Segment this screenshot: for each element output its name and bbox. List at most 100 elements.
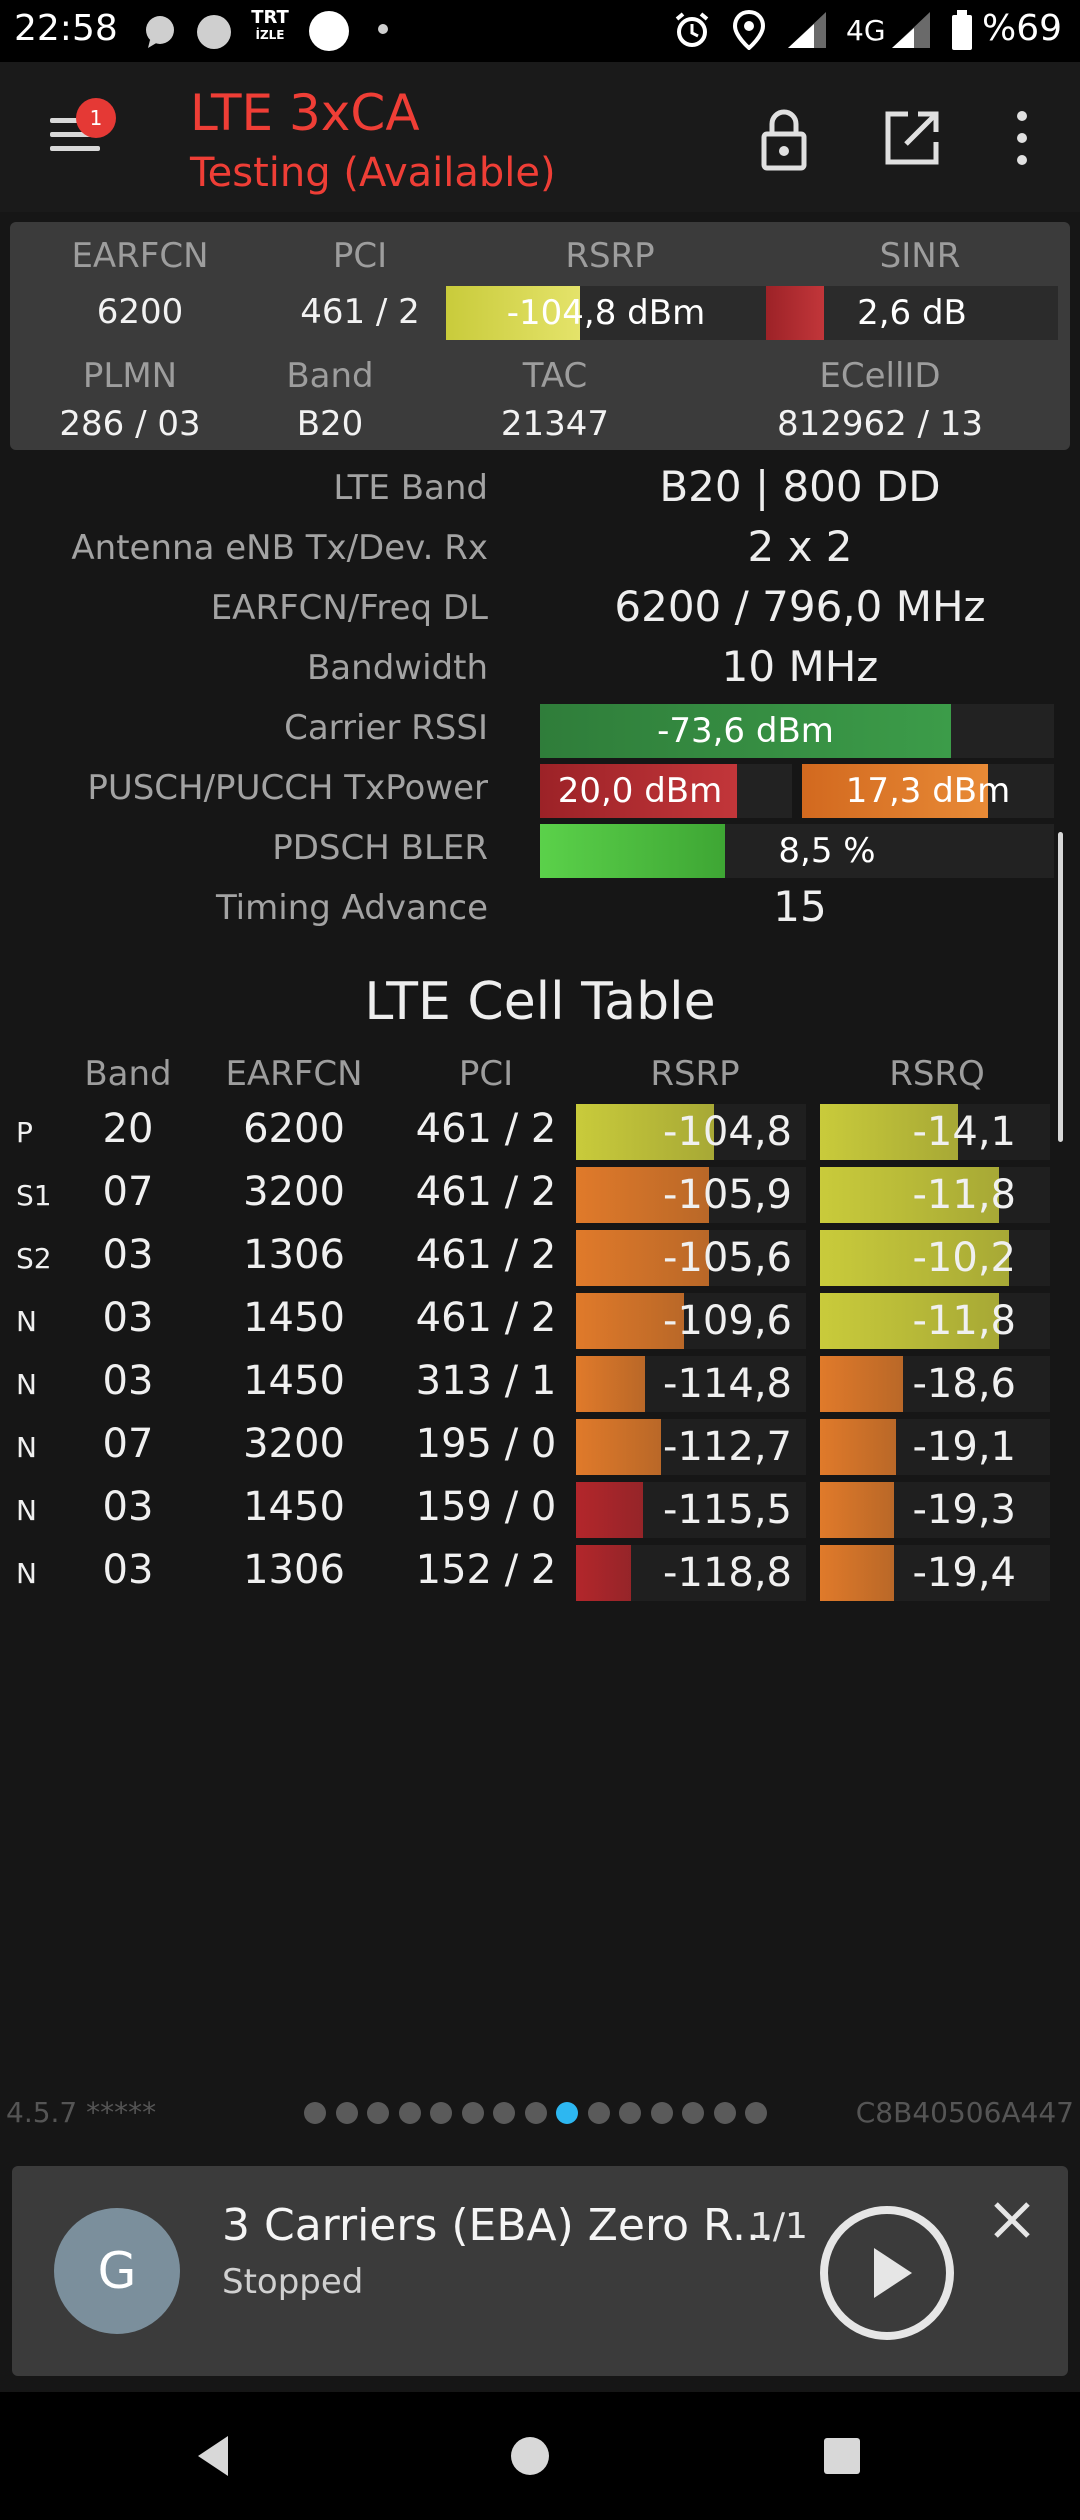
location-icon xyxy=(732,10,766,50)
cell-rsrp-meter: -105,9 xyxy=(576,1167,806,1223)
page-title: LTE 3xCA xyxy=(190,84,420,142)
header-band: Band xyxy=(84,1054,172,1094)
table-row[interactable]: S2 03 1306 461 / 2 -105,6 -10,2 xyxy=(0,1226,1080,1288)
rsrp-value: -104,8 dBm xyxy=(506,293,706,333)
header-pci: PCI xyxy=(458,1054,514,1094)
page-indicator[interactable] xyxy=(304,2100,774,2126)
page-dot[interactable] xyxy=(335,2102,358,2124)
table-row[interactable]: S1 07 3200 461 / 2 -105,9 -11,8 xyxy=(0,1163,1080,1225)
cell-rsrp-meter: -112,7 xyxy=(576,1419,806,1475)
cell-band: 03 xyxy=(102,1232,154,1278)
device-id: C8B40506A447 xyxy=(855,2096,1074,2129)
cell-rsrp-meter: -105,6 xyxy=(576,1230,806,1286)
cell-pci: 159 / 0 xyxy=(415,1484,557,1530)
cell-earfcn: 1450 xyxy=(243,1484,345,1530)
cell-rsrp-fill xyxy=(576,1419,661,1475)
page-dot[interactable] xyxy=(304,2102,326,2124)
rssi-value: -73,6 dBm xyxy=(657,711,834,751)
cell-rsrp-meter: -109,6 xyxy=(576,1293,806,1349)
page-dot[interactable] xyxy=(619,2102,641,2124)
antenna-value: 2 x 2 xyxy=(747,522,853,571)
cell-earfcn: 6200 xyxy=(243,1106,345,1152)
table-row[interactable]: N 07 3200 195 / 0 -112,7 -19,1 xyxy=(0,1415,1080,1477)
page-dot[interactable] xyxy=(650,2102,673,2124)
battery-percent: %69 xyxy=(981,8,1062,49)
table-row[interactable]: N 03 1450 313 / 1 -114,8 -18,6 xyxy=(0,1352,1080,1414)
cell-type: N xyxy=(16,1431,37,1464)
cell-type: P xyxy=(16,1116,33,1149)
freq-value: 6200 / 796,0 MHz xyxy=(614,582,986,631)
pci-label: PCI xyxy=(332,236,388,276)
tac-value: 21347 xyxy=(500,404,610,444)
close-icon[interactable] xyxy=(984,2192,1040,2248)
page-dot[interactable] xyxy=(461,2102,484,2124)
page-dot[interactable] xyxy=(367,2102,389,2124)
rssi-label: Carrier RSSI xyxy=(284,708,488,748)
cell-type: S1 xyxy=(16,1179,52,1212)
trt-app-icon: TRT İZLE xyxy=(251,7,289,43)
circle-notification-icon xyxy=(309,11,349,51)
lte-band-row: LTE Band B20 | 800 DD xyxy=(0,462,1080,522)
bandwidth-value: 10 MHz xyxy=(721,642,879,691)
ta-row: Timing Advance 15 xyxy=(0,882,1080,942)
cell-rsrq-meter: -11,8 xyxy=(820,1167,1050,1223)
page-dot[interactable] xyxy=(556,2102,578,2124)
cell-rsrp-meter: -114,8 xyxy=(576,1356,806,1412)
band-value: B20 xyxy=(296,404,364,444)
page-dot[interactable] xyxy=(587,2102,610,2124)
cell-rsrp-meter: -104,8 xyxy=(576,1104,806,1160)
cell-type: N xyxy=(16,1305,37,1338)
page-dot[interactable] xyxy=(430,2102,452,2124)
rsrp-label: RSRP xyxy=(565,236,655,276)
play-button[interactable] xyxy=(820,2206,954,2340)
lock-icon[interactable] xyxy=(748,102,820,174)
table-row[interactable]: N 03 1450 461 / 2 -109,6 -11,8 xyxy=(0,1289,1080,1351)
table-row[interactable]: P 20 6200 461 / 2 -104,8 -14,1 xyxy=(0,1100,1080,1162)
media-title: 3 Carriers (EBA) Zero R... xyxy=(222,2200,774,2251)
header-rsrp: RSRP xyxy=(650,1054,740,1094)
menu-button[interactable] xyxy=(40,112,110,172)
bler-meter: 8,5 % xyxy=(540,824,1054,878)
pucch-value: 17,3 dBm xyxy=(845,771,1011,811)
lte-band-label: LTE Band xyxy=(333,468,488,508)
media-notification[interactable]: G 3 Carriers (EBA) Zero R... 1/1 Stopped xyxy=(12,2166,1068,2376)
freq-row: EARFCN/Freq DL 6200 / 796,0 MHz xyxy=(0,582,1080,642)
bandwidth-row: Bandwidth 10 MHz xyxy=(0,642,1080,702)
table-row[interactable]: N 03 1306 152 / 2 -118,8 -19,4 xyxy=(0,1541,1080,1603)
header-earfcn: EARFCN xyxy=(225,1054,363,1094)
page-dot[interactable] xyxy=(682,2102,704,2124)
page-dot[interactable] xyxy=(713,2102,736,2124)
network-type: 4G xyxy=(846,14,886,47)
table-row[interactable]: N 03 1450 159 / 0 -115,5 -19,3 xyxy=(0,1478,1080,1540)
ta-label: Timing Advance xyxy=(215,888,488,928)
alarm-icon xyxy=(675,12,709,47)
cell-table-title: LTE Cell Table xyxy=(364,972,716,1032)
more-notifications-dot-icon xyxy=(378,24,388,34)
cell-rsrp-fill xyxy=(576,1167,709,1223)
scrollbar[interactable] xyxy=(1058,832,1063,1142)
page-dot[interactable] xyxy=(524,2102,547,2124)
media-count: 1/1 xyxy=(750,2206,808,2247)
more-options-icon[interactable] xyxy=(986,102,1058,174)
lte-band-value: B20 | 800 DD xyxy=(659,462,941,511)
recents-icon[interactable] xyxy=(812,2426,872,2486)
play-icon xyxy=(874,2248,912,2298)
cell-earfcn: 1450 xyxy=(243,1358,345,1404)
sinr-meter: 2,6 dB xyxy=(766,286,1058,340)
open-external-icon[interactable] xyxy=(876,102,948,174)
bler-row: PDSCH BLER 8,5 % xyxy=(0,822,1080,882)
plmn-value: 286 / 03 xyxy=(59,404,201,444)
page-dot[interactable] xyxy=(493,2102,515,2124)
cell-pci: 313 / 1 xyxy=(415,1358,557,1404)
pci-value: 461 / 2 xyxy=(300,292,420,332)
home-icon[interactable] xyxy=(500,2426,560,2486)
cell-rsrp-fill xyxy=(576,1545,631,1601)
rsrp-meter: -104,8 dBm xyxy=(446,286,766,340)
antenna-label: Antenna eNB Tx/Dev. Rx xyxy=(71,528,488,568)
page-dot[interactable] xyxy=(745,2102,767,2124)
cell-earfcn: 1306 xyxy=(243,1547,345,1593)
page-dot[interactable] xyxy=(398,2102,421,2124)
back-icon[interactable] xyxy=(184,2426,244,2486)
cell-band: 03 xyxy=(102,1358,154,1404)
cell-pci: 152 / 2 xyxy=(415,1547,557,1593)
